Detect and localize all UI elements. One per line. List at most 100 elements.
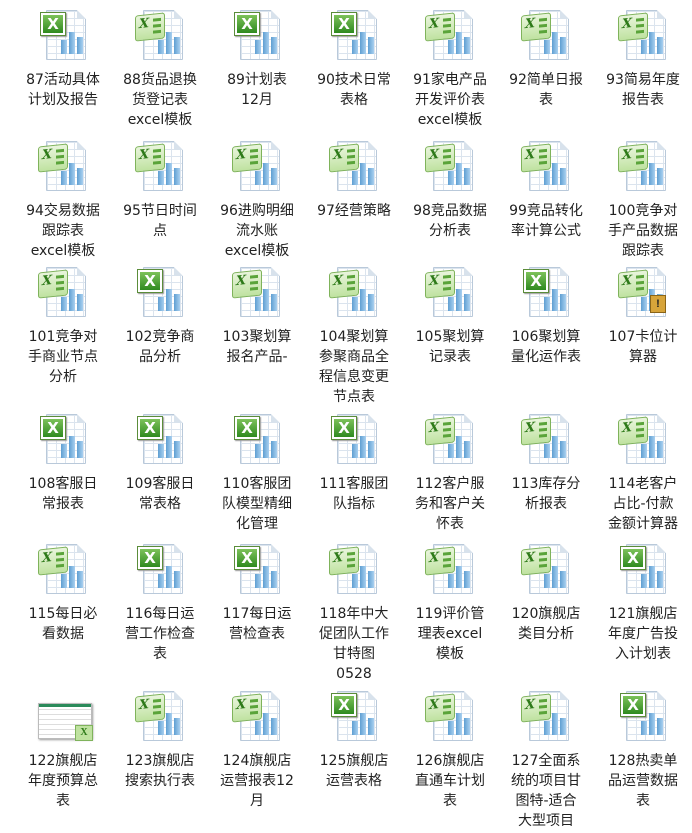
excel-file-icon: X [38, 141, 88, 191]
excel-file-icon: X [618, 544, 668, 594]
file-name: 103聚划算 报名产品- [222, 329, 292, 365]
excel-file-icon: X [329, 691, 379, 741]
file-item[interactable]: X 114老客户 占比-付款 金额计算器 [595, 414, 691, 534]
file-name: 121旗舰店 年度广告投 入计划表 [608, 606, 678, 662]
file-name: 92简单日报 表 [509, 72, 583, 108]
file-name: 105聚划算 记录表 [415, 329, 485, 365]
file-item[interactable]: X 99竞品转化 率计算公式 [498, 141, 594, 241]
file-item[interactable]: X 89计划表 12月 [209, 10, 305, 110]
file-item[interactable]: X 93简易年度 报告表 [595, 10, 691, 110]
excel-file-icon: X! [618, 267, 668, 317]
file-name: 109客服日 常表格 [125, 476, 195, 512]
file-item[interactable]: X 111客服团 队指标 [306, 414, 402, 514]
file-name: 107卡位计 算器 [608, 329, 678, 365]
excel-file-icon: X [135, 10, 185, 60]
file-item[interactable]: X 112客户服 务和客户关 怀表 [402, 414, 498, 534]
file-item[interactable]: X 104聚划算 参聚商品全 程信息变更 节点表 [306, 267, 402, 407]
file-item[interactable]: X 115每日必 看数据 [15, 544, 111, 644]
file-name: 104聚划算 参聚商品全 程信息变更 节点表 [319, 329, 389, 405]
file-name: 114老客户 占比-付款 金额计算器 [608, 476, 678, 532]
file-name: 110客服团 队模型精细 化管理 [222, 476, 292, 532]
file-item[interactable]: X 109客服日 常表格 [112, 414, 208, 514]
file-name: 112客户服 务和客户关 怀表 [415, 476, 485, 532]
file-item[interactable]: X 95节日时间 点 [112, 141, 208, 241]
file-item[interactable]: X 117每日运 营检查表 [209, 544, 305, 644]
file-item[interactable]: X 103聚划算 报名产品- [209, 267, 305, 367]
excel-file-icon: X [329, 267, 379, 317]
file-item[interactable]: X 97经营策略 [306, 141, 402, 221]
file-item[interactable]: X 127全面系 统的项目甘 图特-适合 大型项目 [498, 691, 594, 831]
file-item[interactable]: X 96进购明细 流水账 excel模板 [209, 141, 305, 261]
file-name: 120旗舰店 类目分析 [511, 606, 581, 642]
file-name: 122旗舰店 年度预算总 表 [28, 753, 98, 809]
excel-file-icon: X [232, 544, 282, 594]
file-item[interactable]: X 92简单日报 表 [498, 10, 594, 110]
file-name: 123旗舰店 搜索执行表 [125, 753, 195, 789]
file-name: 124旗舰店 运营报表12 月 [220, 753, 294, 809]
file-name: 94交易数据 跟踪表 excel模板 [26, 203, 100, 259]
file-name: 117每日运 营检查表 [222, 606, 292, 642]
file-item[interactable]: X 98竞品数据 分析表 [402, 141, 498, 241]
excel-file-icon: X [135, 141, 185, 191]
file-name: 89计划表 12月 [227, 72, 287, 108]
excel-file-icon: X [38, 267, 88, 317]
file-name: 102竞争商 品分析 [125, 329, 195, 365]
file-item[interactable]: X 87活动具体 计划及报告 [15, 10, 111, 110]
excel-file-icon: X [232, 691, 282, 741]
lock-icon: ! [650, 295, 666, 313]
file-item[interactable]: X 90技术日常 表格 [306, 10, 402, 110]
file-item[interactable]: X 108客服日 常报表 [15, 414, 111, 514]
file-name: 93简易年度 报告表 [606, 72, 680, 108]
file-item[interactable]: X 101竞争对 手商业节点 分析 [15, 267, 111, 387]
excel-file-icon: X [618, 414, 668, 464]
file-name: 111客服团 队指标 [319, 476, 389, 512]
file-name: 126旗舰店 直通车计划 表 [415, 753, 485, 809]
file-item[interactable]: X 119评价管 理表excel 模板 [402, 544, 498, 664]
excel-file-icon: X [521, 414, 571, 464]
file-item[interactable]: X 113库存分 析报表 [498, 414, 594, 514]
file-item[interactable]: X 121旗舰店 年度广告投 入计划表 [595, 544, 691, 664]
excel-file-icon: X [521, 141, 571, 191]
file-item[interactable]: X 102竞争商 品分析 [112, 267, 208, 367]
file-name: 95节日时间 点 [123, 203, 197, 239]
excel-file-icon: X [425, 691, 475, 741]
excel-file-icon: X [618, 141, 668, 191]
file-name: 125旗舰店 运营表格 [319, 753, 389, 789]
excel-file-icon: X [232, 267, 282, 317]
spreadsheet-thumbnail: X [38, 703, 93, 741]
excel-file-icon: X [329, 10, 379, 60]
file-item[interactable]: X 118年中大 促团队工作 甘特图 0528 [306, 544, 402, 684]
file-item[interactable]: X 125旗舰店 运营表格 [306, 691, 402, 791]
excel-file-icon: X [521, 267, 571, 317]
excel-file-icon: X [232, 414, 282, 464]
file-item[interactable]: X 120旗舰店 类目分析 [498, 544, 594, 644]
file-item[interactable]: X 122旗舰店 年度预算总 表 [15, 691, 111, 811]
file-item[interactable]: X 124旗舰店 运营报表12 月 [209, 691, 305, 811]
excel-file-icon: X [521, 10, 571, 60]
file-item[interactable]: X 100竞争对 手产品数据 跟踪表 [595, 141, 691, 261]
file-item[interactable]: X 88货品退换 货登记表 excel模板 [112, 10, 208, 130]
file-name: 101竞争对 手商业节点 分析 [28, 329, 98, 385]
excel-file-icon: X [521, 544, 571, 594]
file-item[interactable]: X 110客服团 队模型精细 化管理 [209, 414, 305, 534]
file-name: 98竞品数据 分析表 [413, 203, 487, 239]
file-item[interactable]: X 105聚划算 记录表 [402, 267, 498, 367]
excel-file-icon: X [425, 414, 475, 464]
file-item[interactable]: X 123旗舰店 搜索执行表 [112, 691, 208, 791]
file-item[interactable]: X 126旗舰店 直通车计划 表 [402, 691, 498, 811]
file-item[interactable]: X 128热卖单 品运营数据 表 [595, 691, 691, 811]
excel-file-icon: X [329, 141, 379, 191]
file-item[interactable]: X 94交易数据 跟踪表 excel模板 [15, 141, 111, 261]
file-item[interactable]: X 116每日运 营工作检查 表 [112, 544, 208, 664]
excel-file-icon: X [329, 544, 379, 594]
file-name: 106聚划算 量化运作表 [511, 329, 581, 365]
file-item[interactable]: X 106聚划算 量化运作表 [498, 267, 594, 367]
file-item[interactable]: X 91家电产品 开发评价表 excel模板 [402, 10, 498, 130]
file-name: 113库存分 析报表 [511, 476, 581, 512]
excel-file-icon: X [618, 10, 668, 60]
file-name: 116每日运 营工作检查 表 [125, 606, 195, 662]
excel-file-icon: X [425, 267, 475, 317]
file-item[interactable]: X! 107卡位计 算器 [595, 267, 691, 367]
excel-file-icon: X [232, 141, 282, 191]
file-name: 87活动具体 计划及报告 [26, 72, 100, 108]
